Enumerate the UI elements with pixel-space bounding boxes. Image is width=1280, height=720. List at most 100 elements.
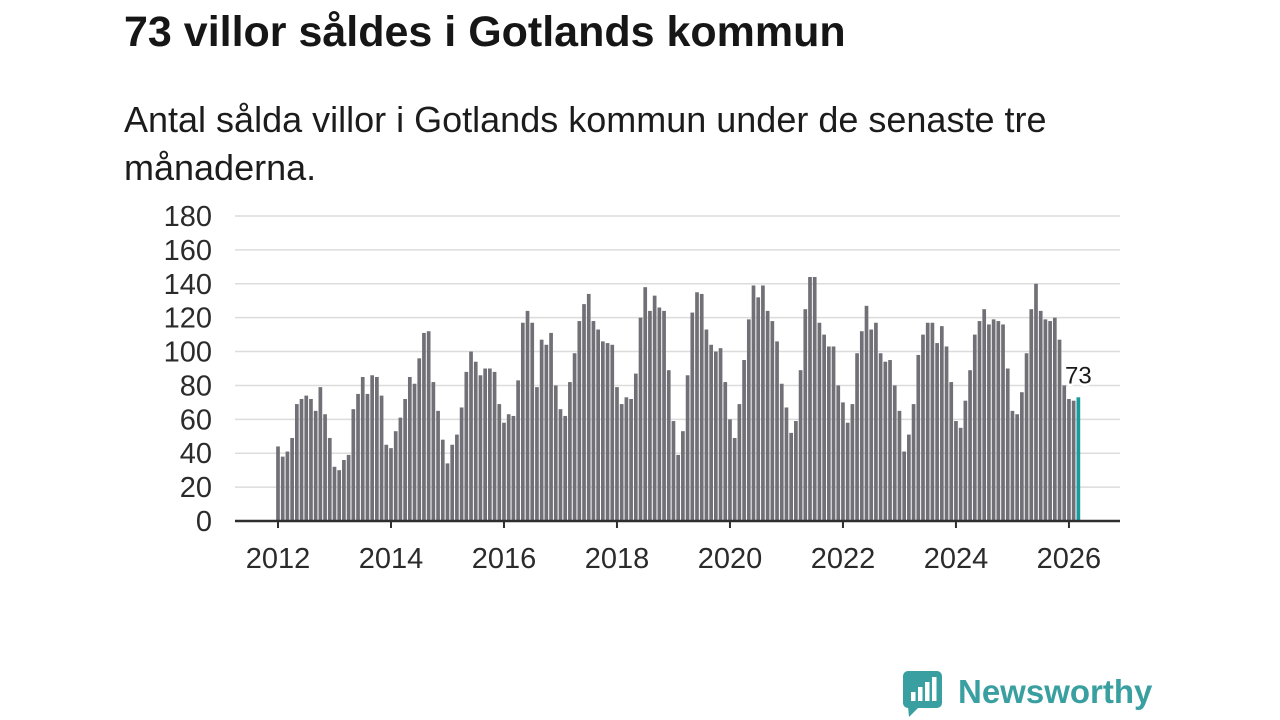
bar xyxy=(855,353,859,521)
bar xyxy=(859,331,864,521)
bar xyxy=(276,446,280,521)
bar xyxy=(568,382,572,521)
bar xyxy=(492,371,497,521)
y-tick-label: 40 xyxy=(180,438,212,470)
bar xyxy=(690,312,695,521)
bar xyxy=(982,309,987,521)
bar xyxy=(549,332,553,521)
bar xyxy=(379,395,384,521)
y-tick-label: 80 xyxy=(180,370,212,402)
bar xyxy=(455,434,459,521)
bar xyxy=(746,319,751,521)
chat-bar-chart-icon xyxy=(903,671,942,717)
y-tick-label: 160 xyxy=(164,235,212,267)
y-tick-label: 120 xyxy=(164,303,212,335)
bar xyxy=(417,358,422,521)
bar xyxy=(403,399,407,521)
bar xyxy=(304,395,309,521)
bar xyxy=(389,448,393,521)
bar xyxy=(285,451,290,521)
bar xyxy=(751,285,756,521)
bar xyxy=(676,454,681,521)
bar xyxy=(704,329,709,521)
bar xyxy=(624,397,629,521)
page-subtitle: Antal sålda villor i Gotlands kommun und… xyxy=(124,99,1047,188)
bar xyxy=(850,404,855,521)
bar xyxy=(718,348,723,521)
bar xyxy=(972,334,977,521)
bar xyxy=(770,321,775,521)
bar xyxy=(831,346,836,521)
bar xyxy=(713,351,718,521)
bar xyxy=(977,321,982,521)
bar xyxy=(864,305,869,521)
bar xyxy=(539,339,544,521)
bar xyxy=(737,404,742,521)
bar xyxy=(431,382,436,521)
bar xyxy=(822,334,826,521)
bar xyxy=(332,466,337,521)
bar xyxy=(360,376,365,521)
bar xyxy=(671,421,676,521)
bar xyxy=(1010,410,1015,521)
bar xyxy=(323,414,327,521)
x-tick-label: 2022 xyxy=(811,543,876,575)
bar-highlight xyxy=(1076,397,1081,521)
bar xyxy=(883,361,888,521)
bar xyxy=(1001,324,1005,521)
bar xyxy=(958,427,963,521)
bar xyxy=(925,322,930,521)
bar xyxy=(723,382,728,521)
bar xyxy=(869,329,874,521)
x-tick-label: 2024 xyxy=(924,543,989,575)
bar xyxy=(1034,283,1038,521)
bar xyxy=(601,341,605,521)
bar xyxy=(615,387,619,521)
y-tick-label: 180 xyxy=(164,201,212,233)
y-tick-label: 0 xyxy=(196,506,212,538)
bar xyxy=(337,470,342,521)
bar xyxy=(488,368,492,521)
bar xyxy=(878,353,883,521)
bar xyxy=(930,322,935,521)
bar xyxy=(892,385,897,521)
bar xyxy=(996,321,1001,521)
bar xyxy=(469,351,473,521)
bar xyxy=(375,376,379,521)
bar xyxy=(695,292,699,521)
bar xyxy=(605,343,610,521)
bar xyxy=(742,360,746,521)
bar xyxy=(841,402,845,521)
bar xyxy=(681,431,685,521)
bars xyxy=(276,277,1081,521)
bar xyxy=(939,326,944,521)
bar xyxy=(991,319,996,521)
bar xyxy=(1052,317,1057,521)
bar xyxy=(577,321,582,521)
bar xyxy=(1015,414,1020,521)
page-title: 73 villor såldes i Gotlands kommun xyxy=(124,8,846,56)
bar xyxy=(732,437,737,521)
data-labels: 73 xyxy=(1063,360,1095,392)
bar xyxy=(1024,353,1029,521)
bar xyxy=(436,410,440,521)
bar xyxy=(808,277,812,521)
bar xyxy=(412,383,417,521)
bar xyxy=(290,437,294,521)
bar xyxy=(478,375,483,521)
bar xyxy=(789,432,794,521)
bar xyxy=(365,393,370,521)
bar xyxy=(544,344,549,521)
bar xyxy=(897,410,902,521)
bar xyxy=(911,404,916,521)
bar xyxy=(888,360,892,521)
bar xyxy=(356,393,360,521)
bar xyxy=(699,293,704,521)
bar xyxy=(1062,385,1067,521)
bar xyxy=(313,410,318,521)
bar xyxy=(775,341,779,521)
x-tick-label: 2016 xyxy=(472,543,537,575)
bar xyxy=(511,415,516,521)
bar xyxy=(845,422,850,521)
